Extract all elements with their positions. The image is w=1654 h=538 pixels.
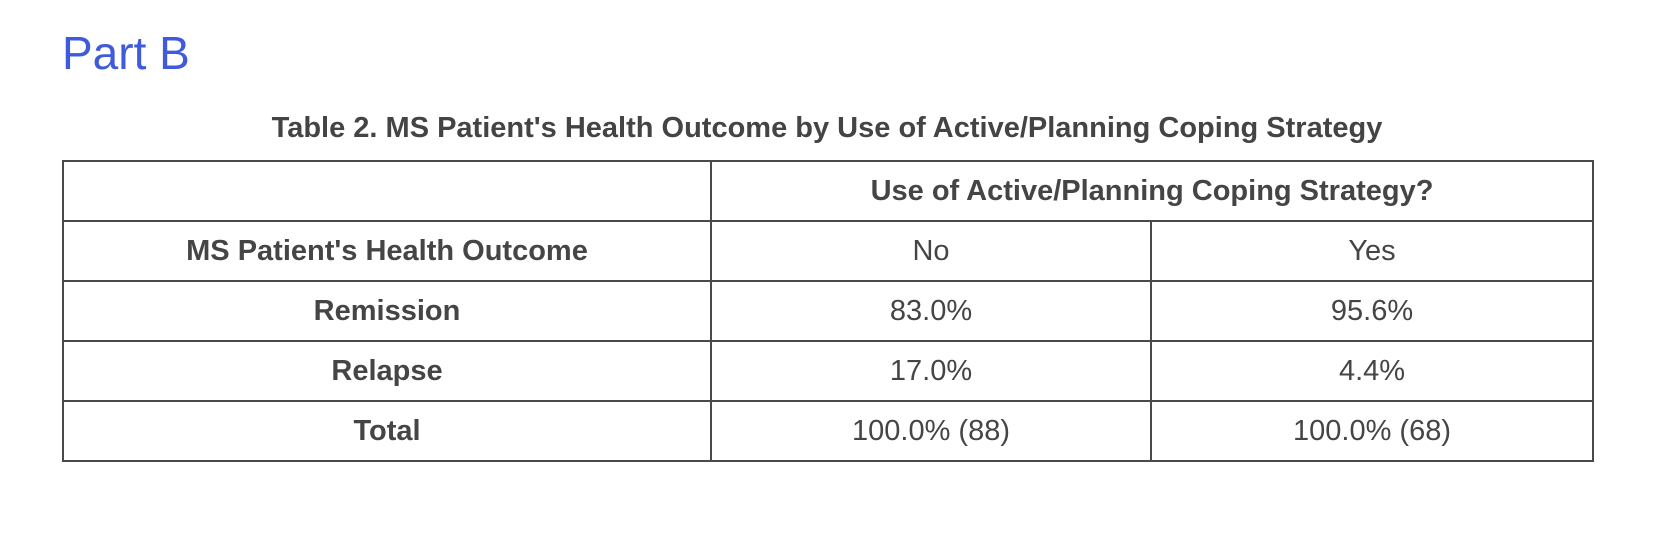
- cell-relapse-yes: 4.4%: [1149, 340, 1595, 402]
- column-header-yes: Yes: [1149, 220, 1595, 282]
- cell-total-yes: 100.0% (68): [1149, 400, 1595, 462]
- part-heading: Part B: [62, 27, 190, 79]
- cell-remission-no: 83.0%: [710, 280, 1152, 342]
- table-row-relapse: Relapse 17.0% 4.4%: [62, 340, 1595, 402]
- row-label: Relapse: [62, 340, 712, 402]
- row-label: Remission: [62, 280, 712, 342]
- cell-total-no: 100.0% (88): [710, 400, 1152, 462]
- table-row-total: Total 100.0% (88) 100.0% (68): [62, 400, 1595, 462]
- column-group-header: Use of Active/Planning Coping Strategy?: [709, 160, 1595, 222]
- column-header-no: No: [710, 220, 1152, 282]
- cell-relapse-no: 17.0%: [710, 340, 1152, 402]
- health-outcome-table: Use of Active/Planning Coping Strategy? …: [62, 160, 1595, 462]
- table-row-column-headers: MS Patient's Health Outcome No Yes: [62, 220, 1595, 282]
- table-row-remission: Remission 83.0% 95.6%: [62, 280, 1595, 342]
- table-title: Table 2. MS Patient's Health Outcome by …: [271, 112, 1383, 144]
- empty-corner-cell: [62, 160, 712, 222]
- table-section: Table 2. MS Patient's Health Outcome by …: [62, 111, 1595, 462]
- table-row-span-header: Use of Active/Planning Coping Strategy?: [62, 160, 1595, 222]
- cell-remission-yes: 95.6%: [1149, 280, 1595, 342]
- row-header-label: MS Patient's Health Outcome: [62, 220, 712, 282]
- row-label: Total: [62, 400, 712, 462]
